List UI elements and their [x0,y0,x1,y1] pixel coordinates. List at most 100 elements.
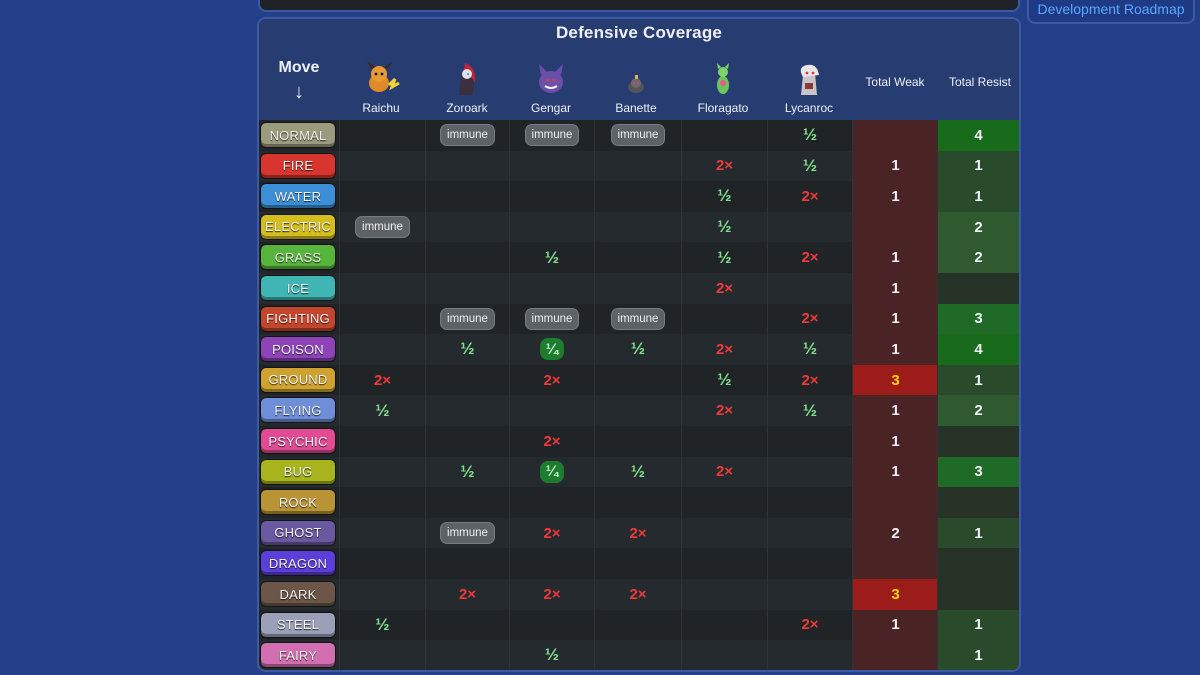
matchup-cell: ½ [339,395,425,426]
matchup-cell [767,640,852,670]
half-damage-mark: ½ [630,461,646,481]
matchup-cell: 2× [767,303,852,335]
type-badge-steel[interactable]: STEEL [261,612,335,637]
lycanroc-sprite-icon [789,61,829,97]
total-resist-cell [937,273,1019,304]
total-resist-value: 2 [974,218,983,236]
matchup-cell: immune [425,303,509,335]
type-badge-electric[interactable]: ELECTRIC [261,214,335,239]
matchup-cell [509,273,594,304]
total-resist-value: 1 [974,371,983,389]
matchup-cell [767,273,852,304]
matchup-cell [509,181,594,212]
type-badge-dark[interactable]: DARK [261,582,335,606]
double-damage-mark: 2× [715,340,734,358]
matchup-cell: 2× [681,395,767,426]
type-badge-normal[interactable]: NORMAL [261,123,335,147]
double-damage-mark: 2× [458,585,477,603]
matchup-cell [681,517,767,549]
matchup-cell [339,456,425,488]
table-row: STEEL ½ 2× 1 1 [259,609,1019,641]
total-weak-cell: 1 [852,395,938,426]
development-roadmap-link[interactable]: Development Roadmap [1027,0,1195,24]
matchup-cell [425,211,509,243]
total-weak-cell: 1 [852,273,938,304]
table-row: NORMAL immune immune immune ½ 4 [259,120,1019,151]
type-badge-ground[interactable]: GROUND [261,367,335,392]
total-weak-value: 1 [891,340,900,358]
matchup-cell [681,487,767,518]
immune-badge: immune [610,124,666,147]
banette-sprite-icon [616,61,656,97]
double-damage-mark: 2× [715,157,734,175]
matchup-cell: 2× [425,579,509,610]
type-badge-fire[interactable]: FIRE [261,153,335,178]
type-badge-water[interactable]: WATER [261,184,335,209]
total-resist-cell: 4 [937,334,1019,365]
type-badge-fairy[interactable]: FAIRY [261,643,335,668]
type-badge-bug[interactable]: BUG [261,459,335,484]
total-weak-cell: 1 [852,242,938,273]
type-badge-dragon[interactable]: DRAGON [261,551,335,576]
move-column-header[interactable]: Move [278,59,320,76]
team-member-lycanroc[interactable]: Lycanroc [767,59,851,117]
total-resist-cell: 2 [937,242,1019,273]
type-badge-rock[interactable]: ROCK [261,490,335,515]
type-badge-psychic[interactable]: PSYCHIC [261,429,335,453]
total-resist-value: 2 [974,249,983,267]
matchup-cell [681,426,767,457]
matchup-cell: 2× [509,364,594,396]
total-weak-cell: 1 [852,150,938,182]
matchup-cell: immune [509,303,594,335]
half-damage-mark: ½ [460,339,475,359]
matchup-cell [767,579,852,610]
matchup-cell [425,487,509,518]
total-resist-cell: 1 [937,181,1019,212]
type-badge-flying[interactable]: FLYING [261,398,335,423]
type-badge-ghost[interactable]: GHOST [261,520,335,545]
team-member-name: Raichu [362,101,400,115]
double-damage-mark: 2× [801,249,819,267]
team-member-floragato[interactable]: Floragato [681,59,765,117]
total-resist-cell: 4 [937,120,1019,151]
table-row: FAIRY ½ 1 [259,640,1019,670]
table-row: POISON ½ ¼ ½ 2× ½ 1 4 [259,334,1019,365]
table-row: BUG ½ ¼ ½ 2× 1 3 [259,456,1019,488]
half-damage-mark: ½ [544,247,560,267]
team-member-banette[interactable]: Banette [594,59,678,117]
total-weak-cell [852,640,938,670]
matchup-cell [339,517,425,549]
total-resist-value: 4 [974,340,983,358]
table-row: DARK 2× 2× 2× 3 [259,579,1019,610]
half-damage-mark: ½ [717,186,732,206]
double-damage-mark: 2× [543,371,561,389]
type-badge-fighting[interactable]: FIGHTING [261,306,335,331]
matchup-cell [425,640,509,670]
previous-panel-edge [258,0,1020,12]
double-damage-mark: 2× [801,187,819,205]
team-member-raichu[interactable]: Raichu [339,59,423,117]
sort-arrow-down-icon[interactable]: ↓ [294,81,304,103]
matchup-cell: ½ [509,242,594,273]
type-badge-grass[interactable]: GRASS [261,245,335,270]
team-member-gengar[interactable]: Gengar [509,59,593,117]
immune-badge: immune [440,307,495,330]
total-weak-value: 3 [891,585,900,603]
total-resist-cell: 2 [937,211,1019,243]
total-weak-cell: 1 [852,334,938,365]
type-badge-ice[interactable]: ICE [261,276,335,300]
total-weak-cell: 1 [852,181,938,212]
matchup-cell: 2× [767,364,852,396]
type-badge-poison[interactable]: POISON [261,337,335,362]
matchup-cell: 2× [681,150,767,182]
table-row: ROCK [259,487,1019,518]
matchup-cell: ½ [509,640,594,670]
matchup-cell [425,273,509,304]
matchup-cell: 2× [509,517,594,549]
total-resist-cell: 2 [937,395,1019,426]
total-weak-value: 1 [891,157,900,175]
team-member-zoroark[interactable]: Zoroark [425,59,509,117]
matchup-cell: 2× [509,426,594,457]
immune-badge: immune [524,307,580,330]
table-row: PSYCHIC 2× 1 [259,426,1019,457]
